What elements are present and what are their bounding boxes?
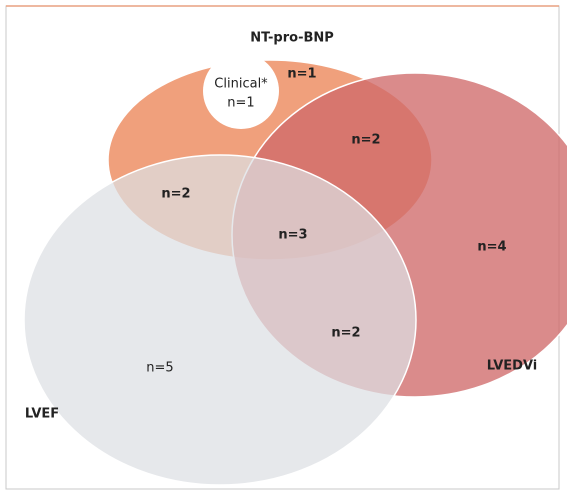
region-label: n=1 (287, 67, 316, 82)
region-label: n=4 (477, 240, 506, 255)
region-label: n=2 (331, 326, 360, 341)
region-label: n=2 (351, 133, 380, 148)
set-label: LVEF (25, 407, 59, 422)
set-label: LVEDVi (487, 359, 538, 374)
set-lvef (23, 154, 417, 486)
clinical-circle (203, 53, 279, 129)
region-label: n=2 (161, 187, 190, 202)
region-label: n=3 (278, 228, 307, 243)
set-label: NT-pro-BNP (250, 31, 334, 46)
clinical-count: n=1 (227, 96, 254, 111)
clinical-label: Clinical* (214, 77, 268, 92)
region-label: n=5 (146, 361, 173, 376)
